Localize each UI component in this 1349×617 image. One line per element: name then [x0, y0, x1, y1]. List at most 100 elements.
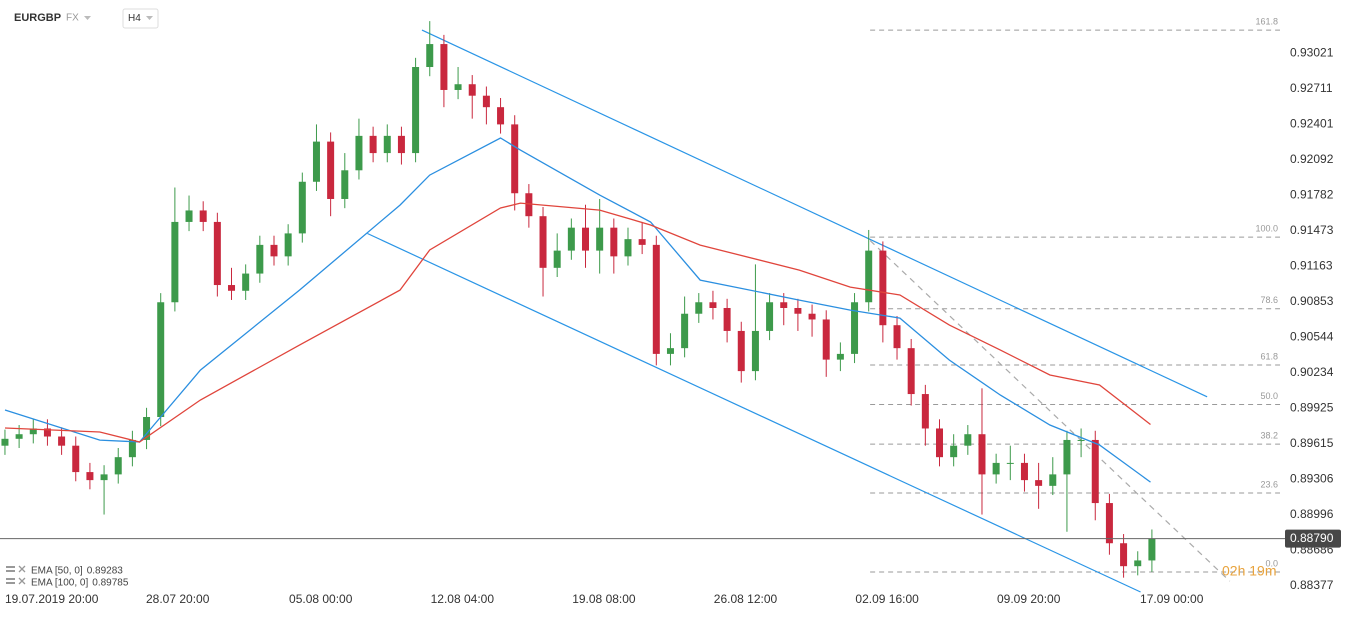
timeframe-box[interactable]: [122, 8, 159, 29]
candle-body: [709, 302, 717, 308]
timeframe[interactable]: H4: [128, 13, 141, 24]
y-tick-label: 0.90234: [1290, 365, 1334, 379]
legend-remove[interactable]: [18, 565, 26, 573]
legend-icon[interactable]: [6, 578, 15, 580]
candle-body: [1, 438, 9, 446]
legend-name: EMA [100, 0]: [31, 578, 88, 589]
candle-body: [766, 302, 774, 331]
candle-body: [567, 227, 575, 251]
legend-remove[interactable]: [18, 577, 26, 585]
candle-body: [950, 445, 958, 458]
candle-body: [638, 239, 646, 245]
y-tick-label: 0.90544: [1290, 330, 1334, 344]
y-tick-label: 0.88377: [1290, 578, 1334, 592]
candle-body: [213, 221, 221, 286]
y-tick-label: 0.91782: [1290, 187, 1334, 201]
x-tick-label: 05.08 00:00: [289, 592, 353, 606]
candle-body: [582, 227, 590, 251]
candle-body: [794, 307, 802, 314]
legend-icon[interactable]: [6, 582, 15, 584]
candle-body: [1077, 439, 1085, 441]
countdown: 02h 19m: [1222, 563, 1276, 579]
last-price-label: 0.88790: [1290, 531, 1334, 545]
candle-body: [695, 302, 703, 314]
x-tick-label: 26.08 12:00: [714, 592, 778, 606]
candle-body: [780, 302, 788, 308]
candle-body: [893, 325, 901, 349]
timeframe-caret[interactable]: [146, 16, 153, 20]
candle-body: [369, 135, 377, 154]
candle-body: [86, 472, 94, 481]
candle-body: [978, 434, 986, 475]
x-tick-label: 17.09 00:00: [1140, 592, 1204, 606]
candle-body: [327, 141, 335, 199]
x-tick-label: 19.08 08:00: [572, 592, 636, 606]
candle-body: [624, 239, 632, 257]
candle-body: [397, 135, 405, 154]
candle-body: [114, 457, 122, 475]
market-caret[interactable]: [84, 16, 91, 20]
candle-body: [426, 44, 434, 68]
candle-body: [539, 216, 547, 268]
candle-body: [128, 439, 136, 458]
candle-body: [100, 474, 108, 481]
candle-body: [879, 250, 887, 326]
candle-body: [936, 428, 944, 458]
y-tick-label: 0.89306: [1290, 472, 1334, 486]
candle-body: [1120, 543, 1128, 567]
x-tick-label: 09.09 20:00: [997, 592, 1061, 606]
candle-body: [242, 273, 250, 291]
fib-label: 61.8: [1260, 351, 1278, 361]
candle-body: [440, 44, 448, 90]
y-tick-label: 0.93021: [1290, 45, 1334, 59]
drawing-layer: 161.8 100.0 78.6 61.8 50.0 38.2 23.6 0.0: [367, 16, 1280, 593]
legend-icon[interactable]: [6, 570, 15, 572]
candle-body: [610, 227, 618, 257]
candle-body: [921, 394, 929, 429]
candle-body: [1006, 462, 1014, 464]
candle-body: [1035, 480, 1043, 486]
candle-body: [341, 170, 349, 199]
legend-value: 0.89785: [92, 578, 129, 589]
symbol[interactable]: EURGBP: [14, 12, 61, 24]
market[interactable]: FX: [66, 13, 79, 24]
candle-body: [723, 307, 731, 331]
legend-value: 0.89283: [87, 566, 124, 577]
candle-body: [312, 141, 320, 182]
legend-icon[interactable]: [6, 566, 15, 568]
candle-body: [851, 302, 859, 354]
x-tick-label: 12.08 04:00: [431, 592, 495, 606]
candle-body: [822, 319, 830, 360]
legend-icons: [6, 565, 26, 585]
x-tick-label: 02.09 16:00: [855, 592, 919, 606]
candle-body: [228, 285, 236, 291]
fib-label: 78.6: [1260, 295, 1278, 305]
y-tick-label: 0.92092: [1290, 152, 1334, 166]
candle-body: [298, 181, 306, 234]
candle-body: [412, 67, 420, 154]
x-tick-label: 19.07.2019 20:00: [5, 592, 99, 606]
y-tick-label: 0.90853: [1290, 294, 1334, 308]
candle-body: [907, 348, 915, 395]
candle-body: [681, 313, 689, 349]
candle-body: [171, 221, 179, 303]
candle-body: [553, 250, 561, 268]
candle-body: [1049, 474, 1057, 486]
candle-body: [43, 428, 51, 437]
candle-body: [256, 244, 264, 274]
candle-body: [1148, 538, 1156, 561]
candle-body: [58, 436, 66, 446]
y-tick-label: 0.91163: [1290, 259, 1333, 273]
candle-body: [383, 135, 391, 154]
candle-body: [1091, 439, 1099, 504]
candle-body: [157, 302, 165, 418]
candle-body: [143, 417, 151, 440]
y-tick-label: 0.92401: [1290, 116, 1334, 130]
candle-body: [865, 250, 873, 303]
candle-body: [964, 434, 972, 446]
trendline: [421, 29, 1208, 398]
candle-body: [737, 330, 745, 372]
legend-name: EMA [50, 0]: [31, 566, 83, 577]
